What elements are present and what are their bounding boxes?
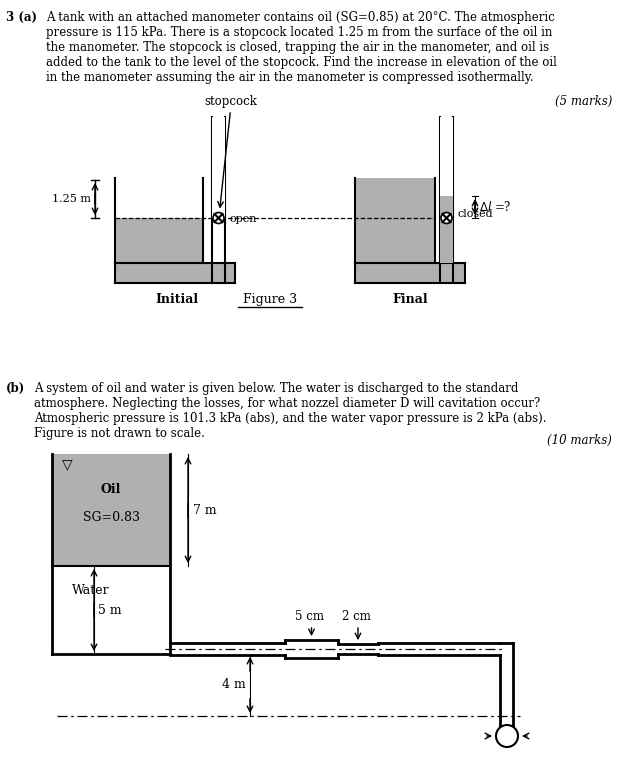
Bar (440, 117, 453, 196)
Text: stopcock: stopcock (204, 95, 257, 108)
Text: ▽: ▽ (62, 457, 72, 471)
Text: 7 m: 7 m (193, 503, 217, 516)
Text: 5 cm: 5 cm (295, 610, 324, 623)
Text: open: open (229, 214, 256, 224)
Text: (10 marks): (10 marks) (547, 434, 612, 447)
Circle shape (213, 212, 224, 224)
Text: 5 m: 5 m (98, 604, 122, 617)
Text: 3 (a): 3 (a) (6, 11, 37, 24)
Text: Final: Final (392, 293, 428, 306)
Text: Water: Water (72, 584, 109, 597)
Bar (355, 263, 465, 283)
Bar (212, 117, 225, 218)
Text: D: D (502, 730, 512, 743)
Text: closed: closed (457, 209, 493, 219)
Circle shape (441, 212, 452, 224)
Bar (52, 454, 170, 566)
Text: 4 m: 4 m (222, 679, 246, 692)
Text: 2 cm: 2 cm (342, 610, 370, 623)
Bar (440, 196, 453, 263)
Text: (b): (b) (6, 382, 25, 395)
Text: Initial: Initial (156, 293, 198, 306)
Bar (115, 263, 235, 283)
Bar (115, 218, 203, 263)
Text: 1.25 m: 1.25 m (52, 194, 91, 204)
Bar (355, 178, 435, 263)
Text: $\Delta l$ =?: $\Delta l$ =? (479, 200, 512, 214)
Text: A system of oil and water is given below. The water is discharged to the standar: A system of oil and water is given below… (34, 382, 546, 440)
Text: SG=0.83: SG=0.83 (82, 511, 140, 524)
Circle shape (496, 725, 518, 747)
Bar (52, 566, 170, 654)
Text: Oil: Oil (101, 483, 121, 496)
Text: A tank with an attached manometer contains oil (SG=0.85) at 20°C. The atmospheri: A tank with an attached manometer contai… (46, 11, 557, 84)
Text: Figure 3: Figure 3 (243, 293, 297, 306)
Text: (5 marks): (5 marks) (554, 95, 612, 108)
